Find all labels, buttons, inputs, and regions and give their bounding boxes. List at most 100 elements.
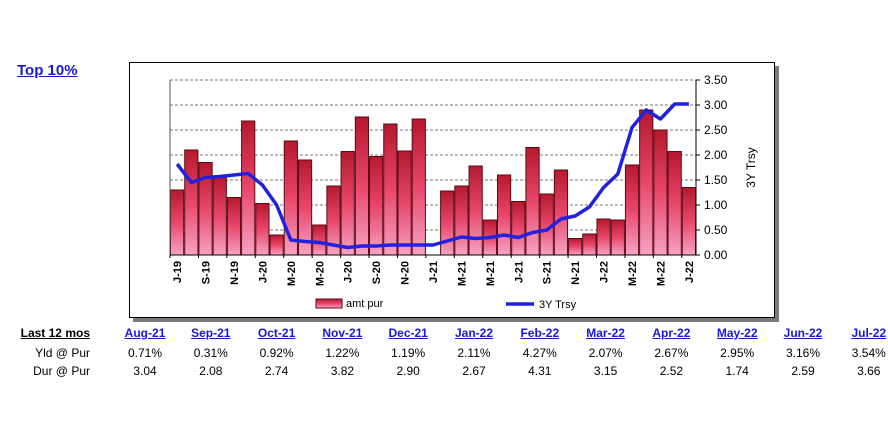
table-cell: 2.59	[791, 364, 815, 378]
month-header-link[interactable]: Jul-22	[851, 326, 887, 340]
bar	[212, 177, 227, 256]
axes: 0.00 0.50 1.00 1.50 2.00 2.50 3.00 3.50 3Y Trsy J…	[169, 73, 758, 286]
bar	[397, 150, 412, 256]
table-cell: 1.19%	[391, 346, 426, 360]
line-series	[175, 102, 689, 250]
y-tick-label: 0.50	[704, 223, 728, 237]
bar	[596, 218, 611, 256]
row-label: Yld @ Pur	[35, 346, 90, 360]
x-tick-label: M-21	[456, 261, 468, 286]
bar	[525, 147, 540, 256]
bar	[440, 190, 455, 256]
bar	[667, 151, 682, 256]
x-tick-label: M-22	[655, 261, 667, 286]
table-cell: 4.27%	[522, 346, 557, 360]
month-header-link[interactable]: Jun-22	[783, 326, 823, 340]
y-tick-label: 0.00	[704, 248, 728, 262]
bar	[369, 156, 384, 256]
table-cell: 2.08	[199, 364, 223, 378]
y-tick-label: 2.50	[704, 123, 728, 137]
y-tick-label: 2.00	[704, 148, 728, 162]
chart-svg: 0.00 0.50 1.00 1.50 2.00 2.50 3.00 3.50 3Y Trsy J…	[169, 73, 758, 311]
table-row: Yld @ Pur 0.71% 0.31% 0.92% 1.22% 1.19% 2.11%…	[0, 346, 888, 364]
bar	[226, 197, 242, 256]
month-header-link[interactable]: Sep-21	[191, 326, 231, 340]
table-cell: 0.31%	[193, 346, 228, 360]
table-cell: 0.71%	[127, 346, 163, 360]
bar	[610, 219, 625, 256]
treasury-line	[175, 102, 689, 250]
month-header-link[interactable]: Mar-22	[586, 326, 625, 340]
bar	[255, 203, 270, 256]
month-header-link[interactable]: May-22	[716, 326, 758, 340]
table-header-row: Last 12 mos Aug-21 Sep-21 Oct-21 Nov-21 Dec-…	[0, 326, 888, 344]
x-tick-label: M-22	[627, 261, 639, 286]
bar	[468, 165, 483, 256]
bar	[511, 201, 526, 256]
x-tick-label: S-21	[542, 261, 554, 284]
x-tick-label: J-20	[343, 261, 355, 283]
y-tick-label: 3.00	[704, 98, 728, 112]
bar	[553, 169, 569, 256]
y-tick-label: 1.00	[704, 198, 728, 212]
table-cell: 1.22%	[325, 346, 360, 360]
x-tick-label: J-19	[172, 261, 184, 283]
month-header-link[interactable]: Feb-22	[520, 326, 560, 340]
month-header-link[interactable]: Dec-21	[388, 326, 428, 340]
bar	[568, 238, 583, 256]
table-cell: 0.92%	[259, 346, 294, 360]
legend: amt pur 3Y Trsy	[315, 298, 577, 311]
table-cell: 3.82	[330, 364, 355, 378]
x-tick-label: S-19	[201, 261, 213, 284]
x-tick-label: J-20	[257, 261, 269, 283]
bar	[312, 224, 327, 256]
bar	[170, 189, 185, 256]
legend-label: 3Y Trsy	[539, 299, 577, 311]
month-header-link[interactable]: Nov-21	[322, 326, 363, 340]
legend-label: amt pur	[346, 298, 384, 310]
month-header-link[interactable]: Oct-21	[257, 326, 296, 340]
table-cell: 3.16%	[785, 346, 821, 360]
x-tick-label: N-20	[400, 261, 412, 285]
bar	[340, 151, 355, 256]
x-tick-label: M-20	[286, 261, 298, 286]
bar	[639, 109, 654, 256]
table-cell: 3.04	[133, 364, 157, 378]
bar	[624, 164, 640, 256]
bar	[354, 116, 370, 256]
table-cell: 2.52	[659, 364, 684, 378]
table-cell: 2.07%	[588, 346, 623, 360]
x-tick-label: N-21	[570, 261, 582, 285]
bar	[496, 174, 512, 256]
x-tick-label: S-20	[371, 261, 383, 284]
table-cell: 4.31	[528, 364, 552, 378]
y2-axis-label: 3Y Trsy	[744, 147, 758, 187]
bar	[383, 123, 398, 256]
table-cell: 2.11%	[457, 346, 491, 360]
table-cell: 3.15	[593, 364, 618, 378]
table-cell: 2.95%	[720, 346, 755, 360]
row-label: Dur @ Pur	[33, 364, 90, 378]
bar-series	[170, 109, 697, 256]
month-header-link[interactable]: Aug-21	[124, 326, 166, 340]
bar	[184, 149, 199, 256]
y-tick-label: 3.50	[704, 73, 728, 87]
x-tick-label: J-21	[513, 261, 525, 283]
top-10-percent-link[interactable]: Top 10%	[17, 62, 78, 79]
chart-frame: 0.00 0.50 1.00 1.50 2.00 2.50 3.00 3.50 3Y Trsy J…	[129, 62, 775, 318]
month-header-link[interactable]: Jan-22	[454, 326, 494, 340]
table-row: Dur @ Pur 3.04 2.08 2.74 3.82 2.90 2.67 4.31 3.…	[0, 364, 888, 382]
table-cell: 2.74	[264, 364, 289, 378]
x-tick-label: N-19	[229, 261, 241, 285]
bar	[582, 233, 597, 256]
x-tick-label: J-22	[684, 261, 696, 283]
table-cell: 1.74	[725, 364, 749, 378]
bar	[411, 118, 426, 256]
y-tick-label: 1.50	[704, 173, 728, 187]
table-title: Last 12 mos	[20, 326, 90, 340]
table-cell: 2.90	[396, 364, 420, 378]
x-tick-label: J-21	[428, 261, 440, 283]
month-header-link[interactable]: Apr-22	[652, 326, 691, 340]
x-tick-label: J-22	[599, 261, 611, 283]
bar	[269, 234, 284, 256]
